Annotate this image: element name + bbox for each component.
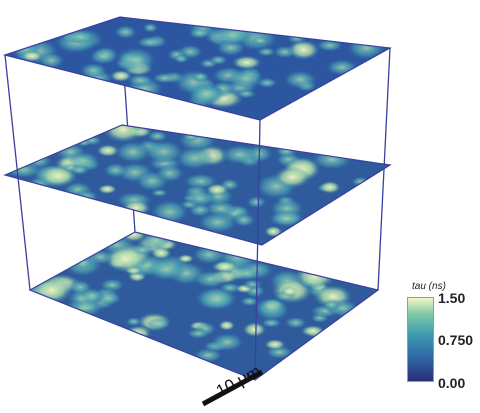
colorbar-title: tau (ns) [412, 281, 446, 292]
cell-blob [267, 209, 305, 228]
cell-blob [319, 180, 341, 194]
cell-blob [251, 36, 270, 46]
cell-blob [346, 35, 387, 60]
cell-blob [281, 286, 299, 297]
cell-blob [72, 256, 94, 270]
cell-blob [192, 269, 229, 289]
cell-blob [282, 70, 318, 90]
cell-blob [264, 339, 286, 350]
cell-blob [186, 328, 210, 339]
cell-blob [125, 317, 142, 327]
cell-blob [103, 162, 128, 178]
cell-blob [322, 299, 341, 311]
cell-blob [114, 46, 158, 74]
cell-blob [325, 58, 359, 76]
cell-blob [196, 286, 239, 312]
colorbar-max-label: 1.50 [438, 290, 466, 306]
cell-blob [208, 54, 228, 66]
cell-blob [109, 70, 132, 82]
cell-blob [142, 139, 185, 164]
cell-blob [235, 89, 257, 99]
cell-blob [239, 296, 259, 307]
cell-blob [254, 297, 289, 317]
cell-blob [220, 144, 259, 165]
cell-blob [97, 184, 117, 195]
cell-blob [274, 166, 311, 188]
cell-blob [68, 151, 101, 170]
cell-blob [103, 245, 148, 273]
cell-blob [113, 24, 138, 40]
cell-blob [69, 164, 90, 176]
cell-blob [146, 318, 171, 330]
cell-blob [294, 264, 336, 289]
cell-blob [284, 316, 308, 329]
cell-blob [211, 260, 239, 273]
scale-bar [201, 369, 264, 407]
cell-blob [136, 36, 163, 49]
cell-blob [246, 195, 267, 209]
cell-blob [212, 24, 253, 46]
cell-blob [242, 322, 267, 337]
cell-blob [103, 125, 143, 143]
cell-blob [79, 62, 108, 79]
cell-blob [31, 277, 73, 304]
cell-blob [188, 27, 212, 39]
slice-top-outline [2, 16, 392, 121]
cell-blob [88, 47, 119, 66]
colorbar-frame [407, 297, 434, 382]
slice-middle-outline [3, 124, 392, 246]
cell-blob [274, 145, 298, 158]
cell-blob [264, 225, 283, 238]
cell-blob [218, 320, 235, 331]
colorbar-mid-label: 0.750 [438, 332, 474, 348]
cell-blob [146, 257, 186, 282]
cell-blob [196, 211, 239, 234]
cell-blob [231, 265, 262, 281]
cell-blob [126, 74, 154, 87]
cell-blob [151, 72, 177, 84]
cell-blob [113, 140, 152, 164]
colorbar-gradient [408, 298, 433, 381]
cell-blob [146, 130, 169, 143]
cell-blob [150, 246, 172, 260]
cell-blob [66, 29, 96, 44]
cell-blob [231, 55, 262, 70]
cell-blob [155, 163, 185, 183]
cell-blob [226, 68, 265, 90]
cell-blob [350, 176, 371, 187]
volume-front-edges [4, 54, 261, 381]
cell-blob [190, 83, 223, 105]
cell-blob [242, 279, 263, 290]
slice-bottom-outline [28, 231, 380, 381]
cell-blob [96, 144, 120, 157]
cell-blob [256, 77, 278, 89]
cell-blob [184, 189, 216, 208]
cell-blob [209, 332, 245, 352]
colorbar-min-label: 0.00 [438, 375, 466, 391]
cell-blob [287, 39, 320, 61]
cell-blob [260, 317, 283, 328]
cell-blob [142, 22, 159, 33]
cell-blob [62, 298, 105, 318]
cell-blob [21, 50, 43, 62]
cell-blob [177, 254, 194, 263]
cell-blob [173, 54, 190, 64]
cell-blob [191, 71, 210, 82]
